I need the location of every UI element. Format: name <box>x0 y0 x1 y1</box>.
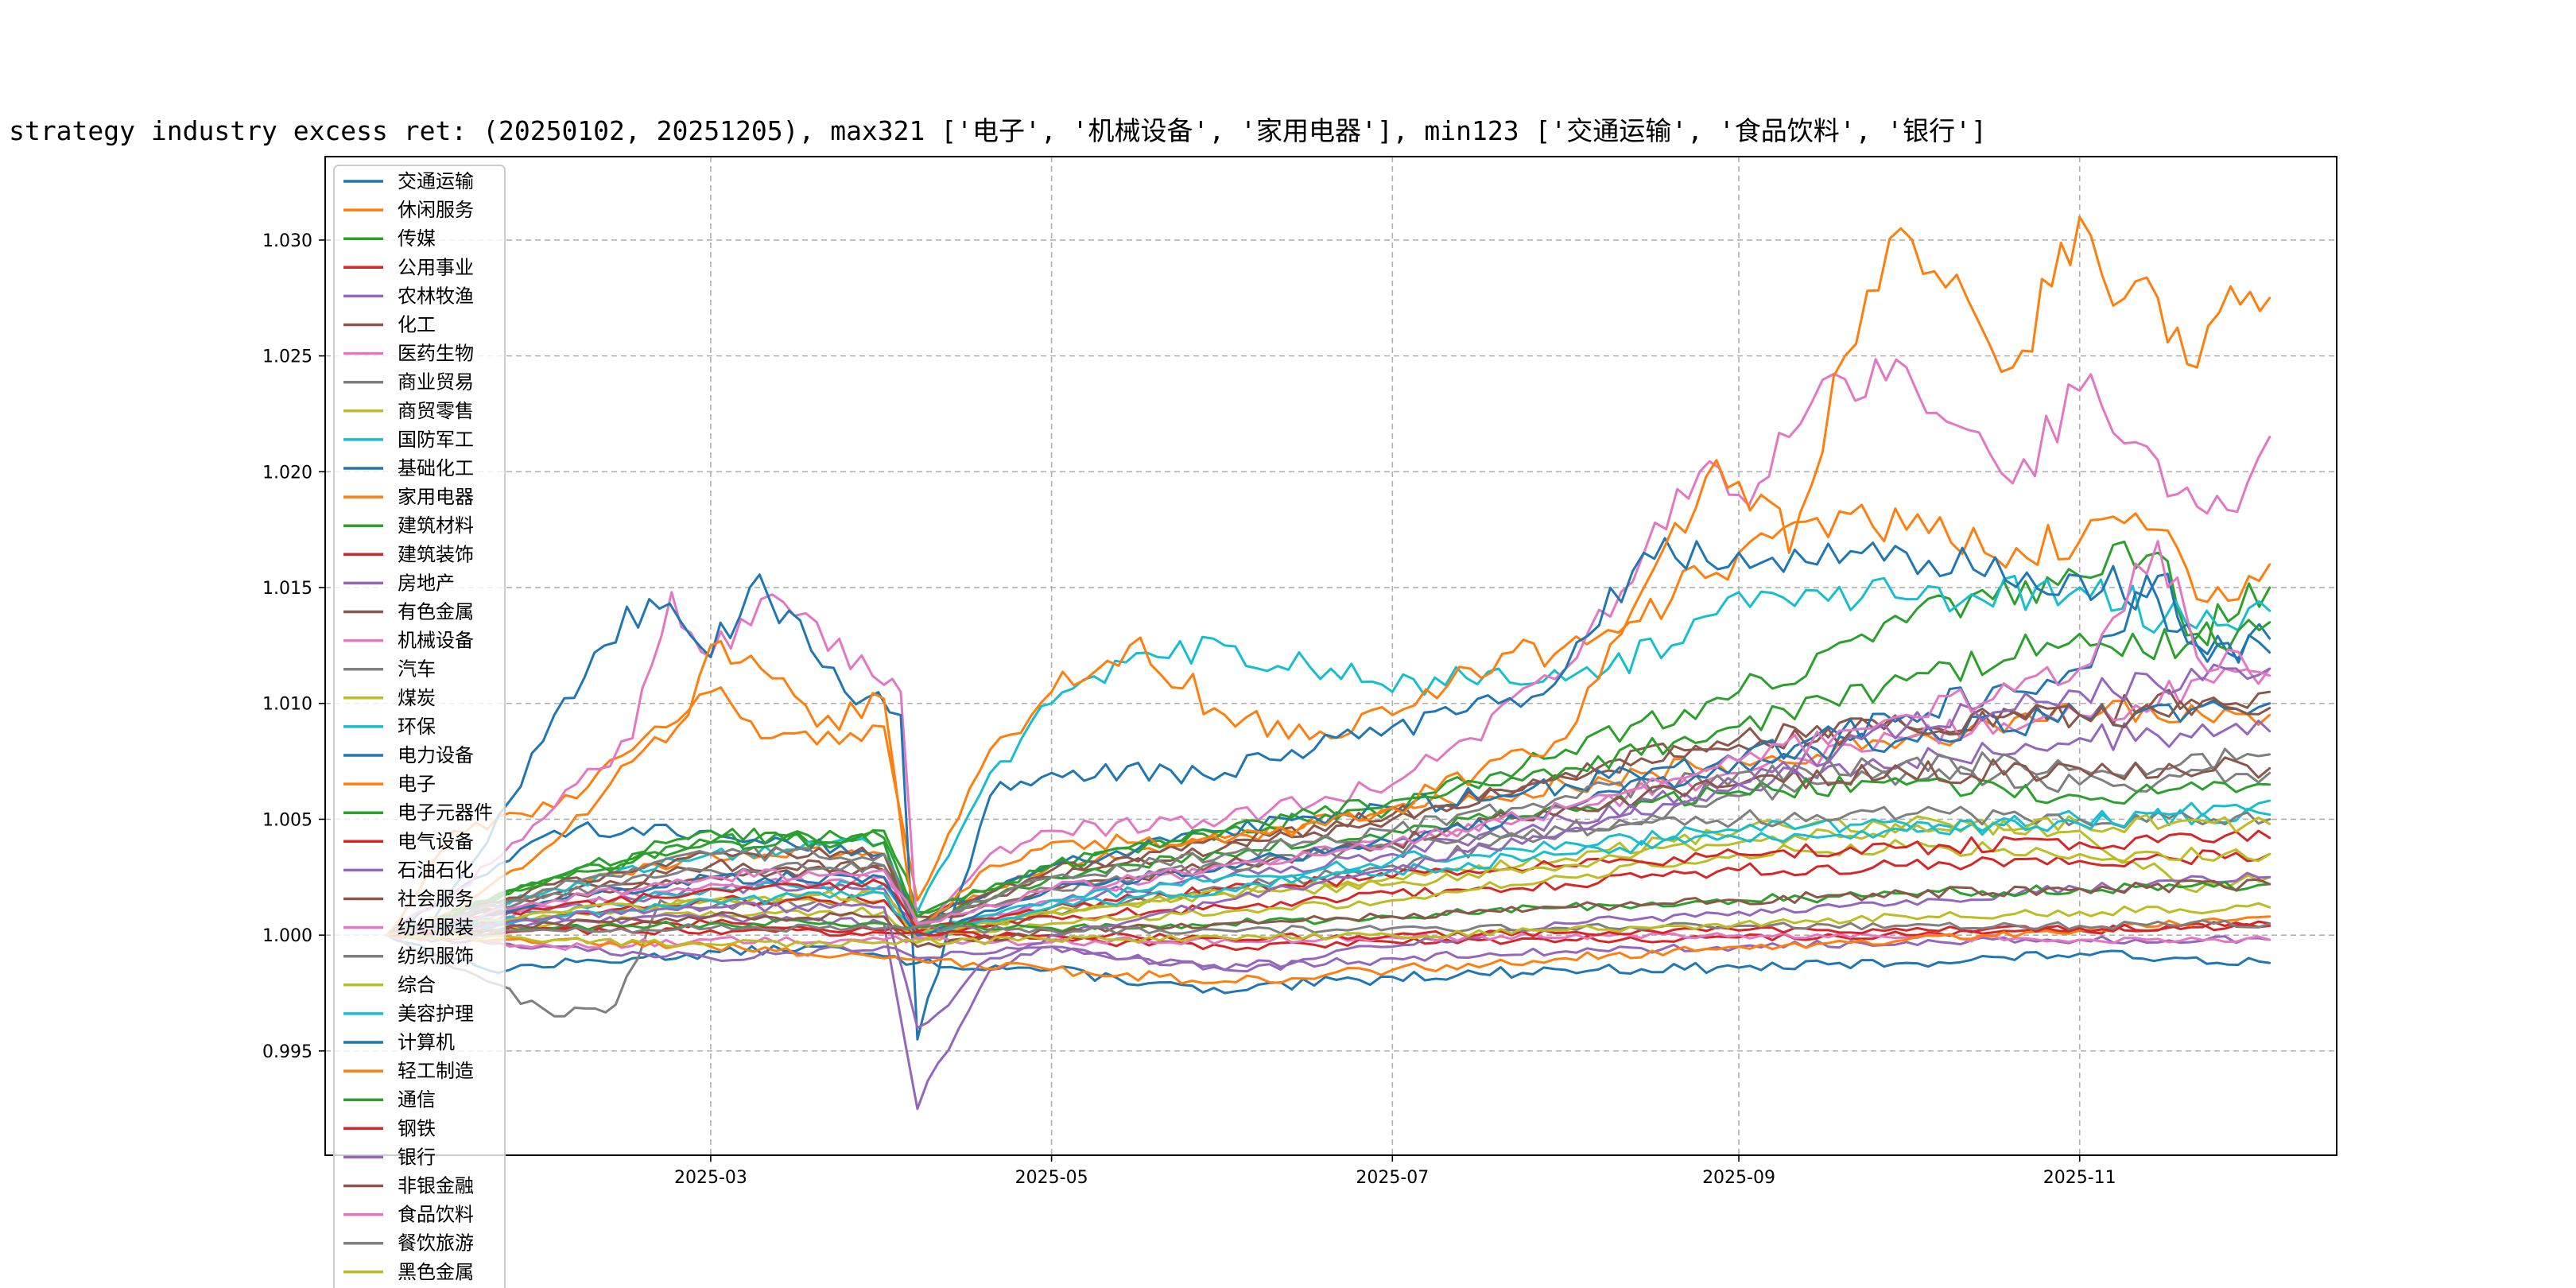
y-tick-label: 1.025 <box>262 347 312 367</box>
series-line <box>385 215 2271 937</box>
series-line <box>385 918 2271 952</box>
series-line <box>385 619 2271 937</box>
legend-label: 餐饮旅游 <box>398 1232 474 1255</box>
series-line <box>385 933 2271 995</box>
legend-label: 电子 <box>398 773 436 795</box>
series-line <box>385 667 2271 937</box>
series-line <box>385 902 2271 949</box>
chart-title: strategy industry excess ret: (20250102,… <box>9 115 1987 146</box>
plot-area <box>385 215 2271 1111</box>
legend-label: 综合 <box>398 974 436 996</box>
legend-label: 商贸零售 <box>398 400 474 422</box>
legend-label: 有色金属 <box>398 601 474 623</box>
x-axis: 2025-03 2025-05 2025-07 2025-09 2025-11 <box>674 1155 2116 1188</box>
legend-label: 环保 <box>398 716 436 738</box>
legend-label: 传媒 <box>398 227 436 250</box>
series-line <box>385 537 2271 1041</box>
series-line <box>385 540 2271 937</box>
legend-label: 医药生物 <box>398 343 474 365</box>
legend-label: 美容护理 <box>398 1003 474 1025</box>
x-tick-label: 2025-05 <box>1015 1168 1088 1188</box>
legend-label: 交通运输 <box>398 170 474 192</box>
x-tick-label: 2025-03 <box>674 1168 747 1188</box>
y-tick-label: 1.000 <box>262 926 312 946</box>
legend-label: 银行 <box>398 1146 436 1168</box>
series-line <box>385 503 2271 937</box>
y-tick-label: 1.005 <box>262 810 312 830</box>
legend-label: 电力设备 <box>398 744 474 766</box>
series-line <box>385 765 2271 1018</box>
series-line <box>385 663 2271 1030</box>
series-line <box>385 933 2271 973</box>
legend-label: 机械设备 <box>398 630 474 652</box>
series-line <box>385 747 2271 937</box>
legend-label: 休闲服务 <box>398 199 474 221</box>
legend-label: 建筑装饰 <box>398 543 474 565</box>
x-tick-label: 2025-11 <box>2043 1168 2116 1188</box>
legend-label: 农林牧渔 <box>398 285 474 307</box>
legend-label: 公用事业 <box>398 256 474 278</box>
x-tick-label: 2025-07 <box>1356 1168 1429 1188</box>
series-line <box>385 829 2271 937</box>
legend-label: 国防军工 <box>398 429 474 451</box>
legend-label: 电子元器件 <box>398 801 493 824</box>
legend-label: 黑色金属 <box>398 1261 474 1283</box>
legend-label: 纺织服饰 <box>398 945 474 968</box>
series-line <box>385 799 2271 937</box>
y-tick-label: 1.015 <box>262 579 312 599</box>
legend-label: 社会服务 <box>398 888 474 910</box>
legend-label: 煤炭 <box>398 687 436 709</box>
legend-label: 房地产 <box>398 572 455 594</box>
legend-label: 非银金融 <box>398 1175 474 1197</box>
legend-label: 纺织服装 <box>398 917 474 939</box>
axes-frame <box>324 156 2337 1156</box>
legend-box <box>333 165 506 1288</box>
series-line <box>385 540 2271 937</box>
y-tick-label: 0.995 <box>262 1042 312 1062</box>
legend-label: 通信 <box>398 1088 436 1111</box>
legend-label: 轻工制造 <box>398 1060 474 1082</box>
series-line <box>385 839 2271 941</box>
series-line <box>385 689 2271 937</box>
y-tick-label: 1.030 <box>262 231 312 251</box>
legend-label: 电气设备 <box>398 830 474 852</box>
x-tick-label: 2025-09 <box>1702 1168 1775 1188</box>
legend-label: 基础化工 <box>398 457 474 479</box>
legend-label: 建筑材料 <box>398 514 474 537</box>
legend-label: 汽车 <box>398 658 436 681</box>
legend-label: 家用电器 <box>398 486 474 508</box>
legend-label: 计算机 <box>398 1031 455 1053</box>
series-line <box>385 919 2271 938</box>
legend: 交通运输休闲服务传媒公用事业农林牧渔化工医药生物商业贸易商贸零售国防军工基础化工… <box>333 165 506 1288</box>
y-tick-label: 1.020 <box>262 463 312 483</box>
series-line <box>385 878 2271 949</box>
legend-label: 商业贸易 <box>398 371 474 394</box>
legend-label: 钢铁 <box>398 1117 436 1139</box>
legend-label: 食品饮料 <box>398 1204 474 1226</box>
legend-label: 石油石化 <box>398 859 474 881</box>
legend-label: 化工 <box>398 314 436 336</box>
y-tick-label: 1.010 <box>262 695 312 715</box>
y-axis: 0.995 1.000 1.005 1.010 1.015 1.020 1.025 1.030 <box>262 231 325 1062</box>
